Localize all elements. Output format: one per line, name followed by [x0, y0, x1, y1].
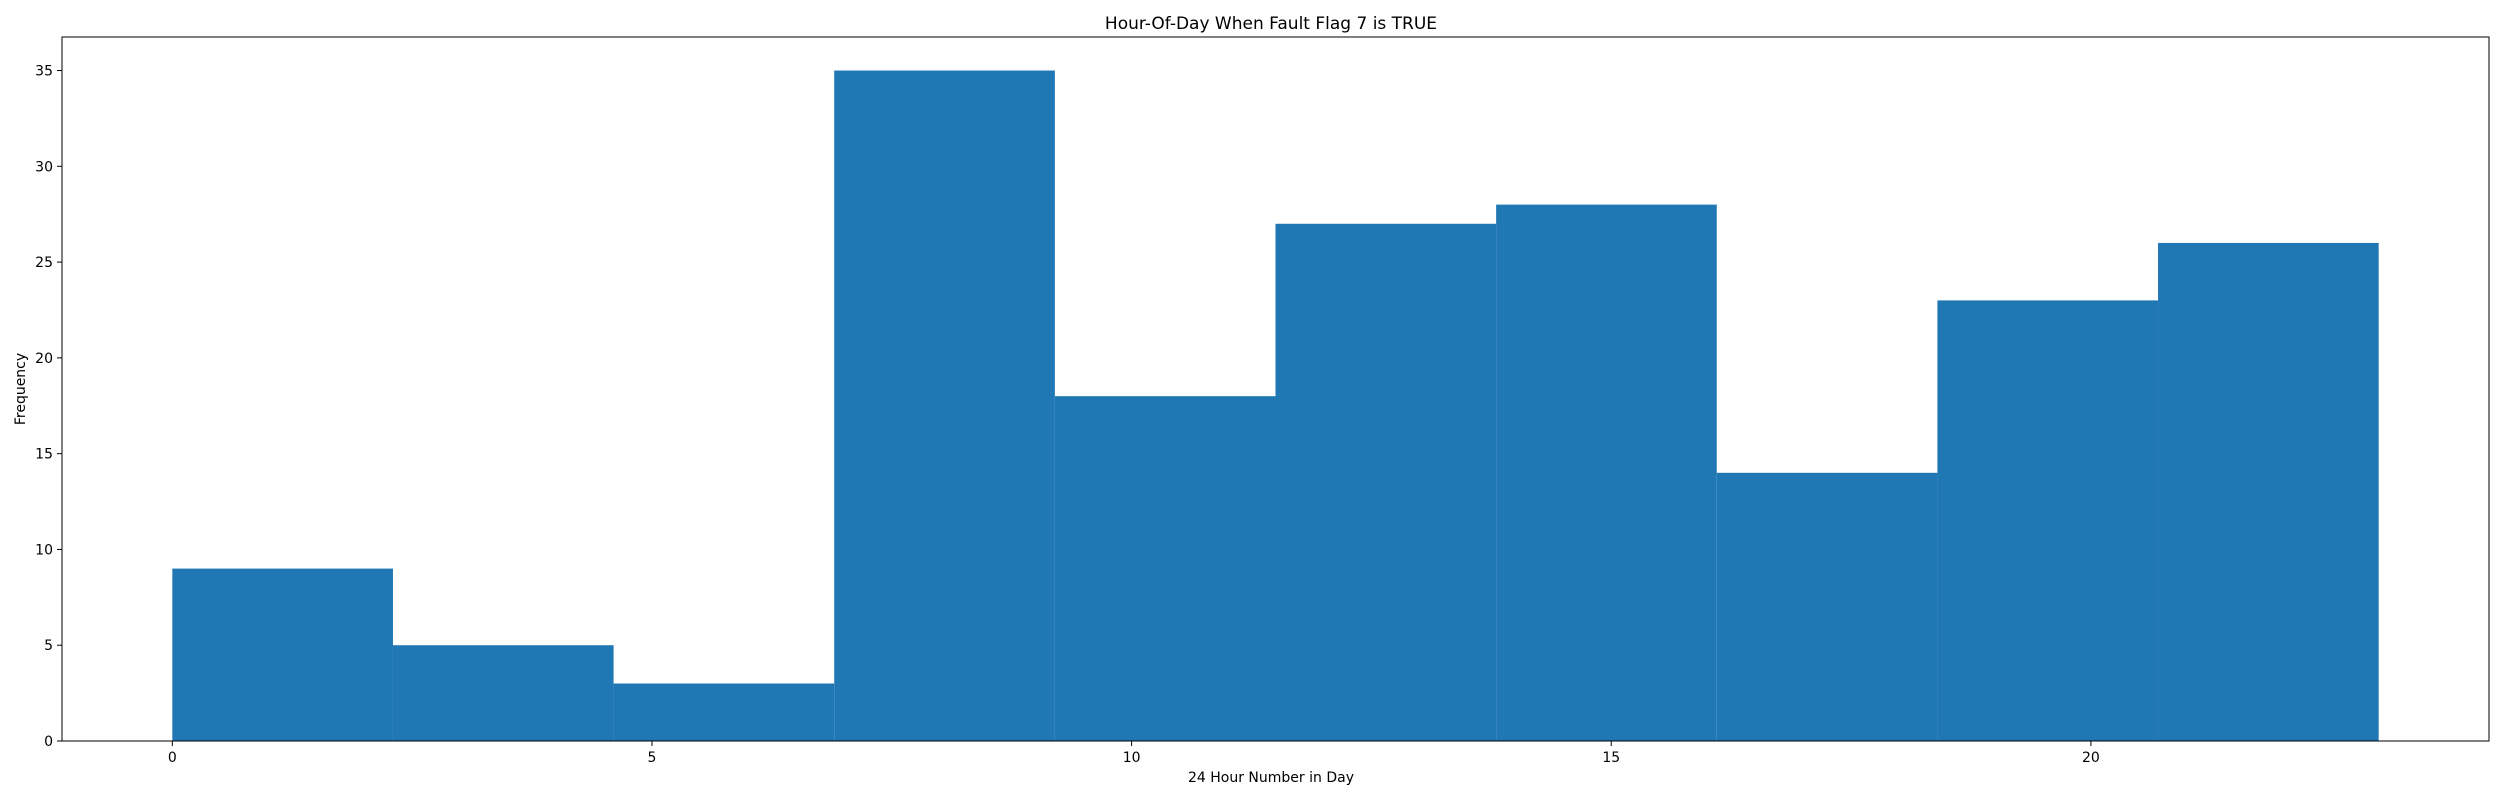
histogram-bar [392, 645, 614, 741]
histogram-bar [1716, 472, 1938, 741]
y-axis-label: Frequency [13, 353, 29, 425]
x-tick-label: 0 [168, 750, 177, 766]
ticks-layer: 0 5 10 15 20 0 5 10 15 20 25 30 35 [35, 64, 2100, 766]
histogram-bar [1275, 223, 1497, 741]
histogram-bar [834, 70, 1055, 742]
chart-title: Hour-Of-Day When Fault Flag 7 is TRUE [1105, 14, 1437, 34]
bars-layer [172, 70, 2379, 742]
histogram-bar [172, 568, 393, 741]
y-tick-label: 0 [44, 734, 53, 750]
plot-frame [61, 36, 2490, 742]
y-tick-label: 15 [35, 447, 53, 463]
x-tick-label: 10 [1123, 750, 1141, 766]
histogram-bar [1496, 204, 1717, 742]
x-tick-label: 5 [648, 750, 657, 766]
histogram-bar [2158, 242, 2379, 741]
histogram-bar [1054, 396, 1276, 741]
x-tick-label: 20 [2082, 750, 2100, 766]
y-tick-label: 20 [35, 351, 53, 367]
histogram-bar [1937, 300, 2159, 741]
y-tick-label: 5 [44, 638, 53, 654]
y-tick-label: 10 [35, 542, 53, 558]
x-axis-label: 24 Hour Number in Day [1188, 770, 1354, 786]
x-tick-label: 15 [1602, 750, 1620, 766]
y-tick-label: 30 [35, 159, 53, 175]
y-tick-label: 25 [35, 255, 53, 271]
histogram-bar [613, 683, 835, 741]
y-tick-label: 35 [35, 64, 53, 80]
